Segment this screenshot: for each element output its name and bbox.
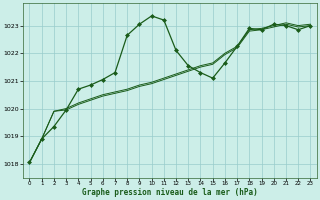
X-axis label: Graphe pression niveau de la mer (hPa): Graphe pression niveau de la mer (hPa) <box>82 188 258 197</box>
